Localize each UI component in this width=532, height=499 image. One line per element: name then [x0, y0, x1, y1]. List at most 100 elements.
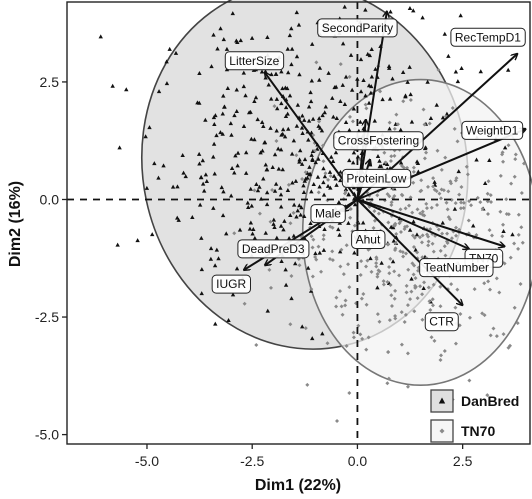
point-danbred — [282, 218, 287, 223]
point-danbred — [275, 106, 280, 111]
point-tn70 — [497, 290, 502, 295]
point-danbred — [288, 212, 293, 217]
point-danbred — [326, 70, 331, 75]
point-danbred — [390, 259, 396, 264]
point-tn70 — [399, 342, 404, 347]
point-danbred — [309, 41, 315, 46]
point-danbred — [204, 179, 210, 184]
point-tn70 — [411, 165, 416, 170]
point-tn70 — [444, 200, 449, 205]
point-danbred — [407, 64, 412, 69]
point-danbred — [387, 126, 392, 131]
point-danbred — [197, 161, 202, 166]
point-danbred — [226, 318, 231, 323]
point-danbred — [221, 93, 226, 98]
point-tn70 — [360, 336, 365, 341]
point-tn70 — [398, 207, 403, 212]
variable-label-iugr: IUGR — [211, 274, 251, 294]
y-axis-title: Dim2 (16%) — [7, 181, 24, 267]
point-tn70 — [513, 157, 518, 162]
point-danbred — [124, 87, 129, 92]
point-tn70 — [516, 246, 521, 251]
point-danbred — [298, 212, 303, 217]
point-tn70 — [309, 234, 314, 239]
point-tn70 — [403, 206, 408, 211]
point-tn70 — [420, 317, 425, 322]
point-danbred — [167, 46, 172, 51]
point-danbred — [117, 145, 122, 150]
point-danbred — [293, 261, 298, 266]
point-danbred — [271, 221, 276, 226]
point-tn70 — [405, 351, 410, 356]
point-tn70 — [383, 160, 388, 165]
arrow-secondparity — [356, 11, 386, 200]
point-danbred — [246, 110, 252, 115]
point-danbred — [310, 148, 316, 153]
point-danbred — [294, 10, 299, 15]
point-danbred — [98, 34, 103, 39]
point-danbred — [281, 227, 286, 232]
point-tn70 — [389, 200, 394, 205]
point-tn70 — [274, 139, 279, 144]
point-tn70 — [364, 106, 369, 111]
point-danbred — [268, 125, 273, 130]
point-danbred — [363, 7, 368, 12]
legend-label-danbred: DanBred — [461, 393, 519, 409]
point-danbred — [313, 251, 318, 256]
point-danbred — [379, 260, 384, 265]
point-danbred — [333, 150, 339, 155]
point-tn70 — [467, 315, 472, 320]
point-danbred — [363, 93, 368, 98]
point-tn70 — [416, 268, 421, 273]
point-tn70 — [352, 223, 357, 228]
point-tn70 — [454, 233, 459, 238]
point-tn70 — [466, 218, 471, 223]
point-tn70 — [374, 264, 379, 269]
point-danbred — [278, 147, 284, 152]
point-danbred — [361, 78, 366, 83]
point-tn70 — [410, 261, 415, 266]
point-tn70 — [385, 242, 390, 247]
point-tn70 — [424, 206, 429, 211]
point-danbred — [221, 189, 226, 194]
point-danbred — [230, 11, 235, 16]
label-text: LitterSize — [229, 54, 279, 68]
point-tn70 — [412, 235, 417, 240]
point-tn70 — [398, 219, 403, 224]
point-danbred — [197, 202, 203, 207]
point-tn70 — [364, 302, 369, 307]
point-tn70 — [453, 341, 458, 346]
point-tn70 — [485, 191, 490, 196]
point-danbred — [232, 113, 237, 118]
point-tn70 — [338, 264, 343, 269]
point-danbred — [400, 69, 406, 74]
point-tn70 — [425, 184, 430, 189]
x-axis-ticks: -5.0 -2.5 0.0 2.5 — [135, 444, 473, 469]
point-tn70 — [272, 104, 277, 109]
point-tn70 — [429, 205, 434, 210]
point-danbred — [391, 225, 396, 230]
point-tn70 — [356, 323, 361, 328]
point-tn70 — [330, 249, 335, 254]
point-danbred — [458, 13, 463, 18]
point-danbred — [278, 192, 284, 197]
point-danbred — [248, 186, 253, 191]
point-tn70 — [316, 190, 321, 195]
point-tn70 — [519, 191, 524, 196]
point-danbred — [293, 178, 299, 183]
point-danbred — [302, 178, 307, 183]
point-danbred — [173, 50, 179, 55]
point-tn70 — [513, 152, 518, 157]
point-tn70 — [512, 174, 517, 179]
point-danbred — [266, 82, 271, 87]
point-tn70 — [387, 318, 392, 323]
point-danbred — [271, 217, 277, 222]
point-danbred — [222, 104, 227, 109]
point-danbred — [265, 35, 270, 40]
point-tn70 — [321, 237, 326, 242]
point-tn70 — [408, 297, 413, 302]
x-tick-label: -5.0 — [135, 453, 159, 469]
point-danbred — [255, 188, 261, 193]
point-tn70 — [404, 251, 409, 256]
point-danbred — [315, 174, 321, 179]
